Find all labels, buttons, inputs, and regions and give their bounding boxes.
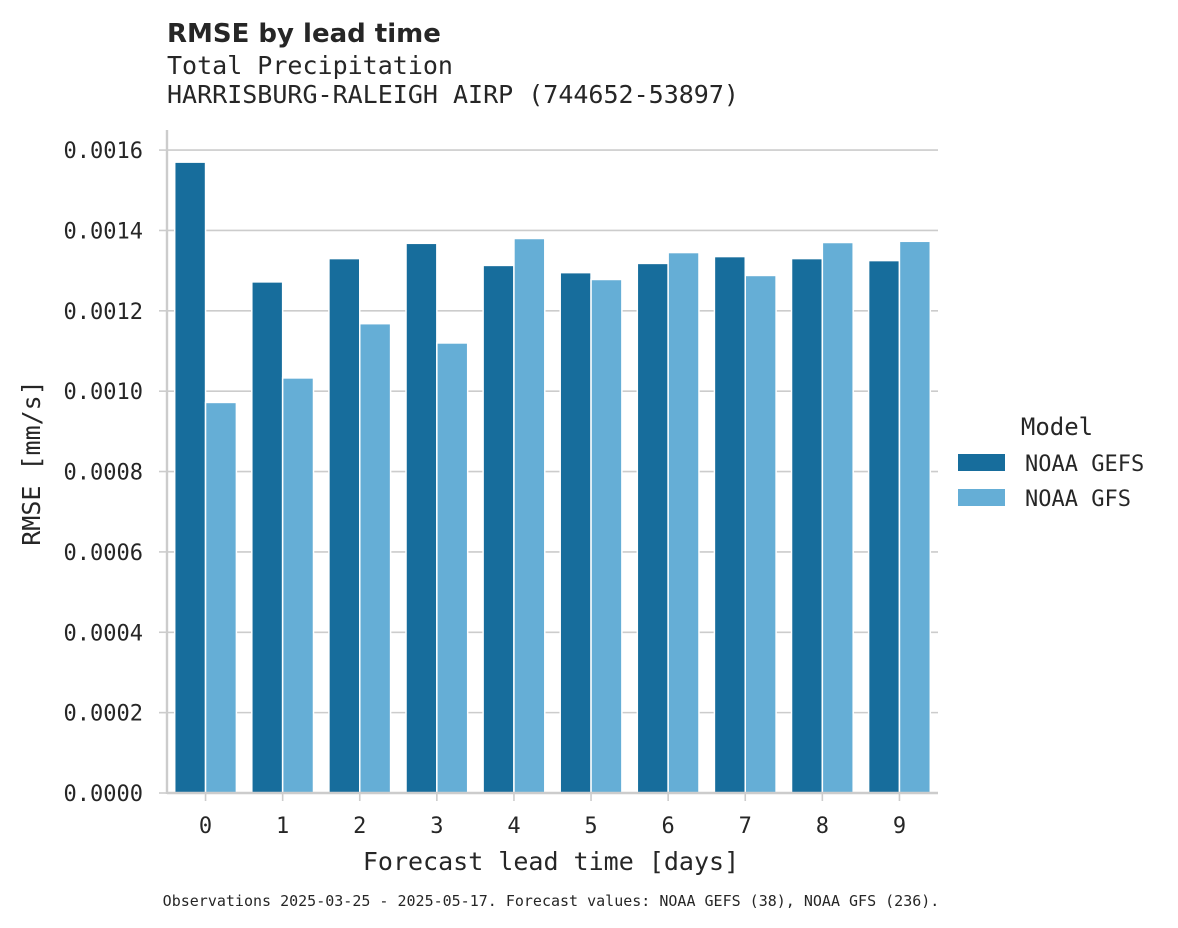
bar-noaa-gefs-lead-1	[251, 281, 284, 794]
bar-noaa-gefs-lead-9	[867, 259, 901, 794]
bar-noaa-gefs-lead-8	[790, 257, 824, 794]
bar-noaa-gfs-lead-5	[590, 278, 623, 794]
bar-noaa-gfs-lead-3	[436, 342, 469, 794]
y-tick-labels: 0.0000 0.0002 0.0004 0.0006 0.0008 0.0010 0.00…	[64, 139, 143, 807]
chart-subtitle-variable: Total Precipitation	[167, 51, 453, 80]
x-tick-label: 6	[662, 814, 675, 839]
x-tick-label: 9	[893, 814, 906, 839]
y-tick-label: 0.0006	[64, 541, 143, 566]
bar-noaa-gfs-lead-8	[821, 241, 854, 794]
chart-title: RMSE by lead time	[167, 19, 441, 49]
bar-noaa-gfs-lead-0	[204, 401, 238, 794]
x-tick-label: 2	[353, 814, 366, 839]
chart-subtitle-station: HARRISBURG-RALEIGH AIRP (744652-53897)	[167, 80, 739, 109]
bar-noaa-gefs-lead-0	[173, 161, 207, 794]
y-axis-label: RMSE [mm/s]	[17, 380, 46, 546]
bar-noaa-gefs-lead-3	[405, 242, 438, 794]
bar-noaa-gfs-lead-1	[281, 377, 315, 794]
legend-swatch	[958, 489, 1005, 506]
y-tick-label: 0.0004	[64, 621, 143, 646]
y-tick-label: 0.0010	[64, 380, 143, 405]
x-tick-label: 1	[276, 814, 289, 839]
bar-noaa-gfs-lead-6	[667, 251, 700, 794]
bar-noaa-gfs-lead-7	[744, 274, 777, 794]
x-axis-label: Forecast lead time [days]	[363, 847, 739, 876]
y-tick-label: 0.0000	[64, 782, 143, 807]
chart-title-group: RMSE by lead time Total Precipitation HA…	[167, 19, 739, 109]
footnote: Observations 2025-03-25 - 2025-05-17. Fo…	[163, 892, 940, 910]
y-tick-label: 0.0008	[64, 461, 143, 486]
legend-title: Model	[1021, 413, 1093, 441]
x-tick-labels: 0 1 2 3 4 5 6 7 8 9	[199, 814, 906, 839]
x-tick-label: 4	[507, 814, 520, 839]
bar-noaa-gefs-lead-6	[636, 262, 669, 794]
x-tick-label: 8	[816, 814, 829, 839]
x-tick-label: 5	[584, 814, 597, 839]
legend: Model NOAA GEFS NOAA GFS	[958, 413, 1144, 512]
y-tick-label: 0.0016	[64, 139, 143, 164]
x-tick-label: 3	[430, 814, 443, 839]
bars	[173, 161, 932, 794]
legend-swatch	[958, 454, 1005, 471]
y-tick-label: 0.0012	[64, 300, 143, 325]
bar-noaa-gefs-lead-7	[713, 255, 746, 794]
bar-noaa-gefs-lead-2	[328, 257, 361, 794]
y-tick-label: 0.0002	[64, 702, 143, 727]
x-tick-label: 0	[199, 814, 212, 839]
legend-label: NOAA GFS	[1025, 487, 1131, 512]
legend-label: NOAA GEFS	[1025, 452, 1144, 477]
bar-noaa-gfs-lead-2	[359, 322, 392, 794]
x-tick-label: 7	[739, 814, 752, 839]
bar-noaa-gfs-lead-4	[513, 237, 546, 794]
bar-noaa-gfs-lead-9	[898, 240, 932, 794]
y-tick-label: 0.0014	[64, 219, 143, 244]
bar-noaa-gefs-lead-5	[559, 271, 592, 794]
axes	[159, 130, 938, 801]
bar-noaa-gefs-lead-4	[482, 264, 515, 794]
